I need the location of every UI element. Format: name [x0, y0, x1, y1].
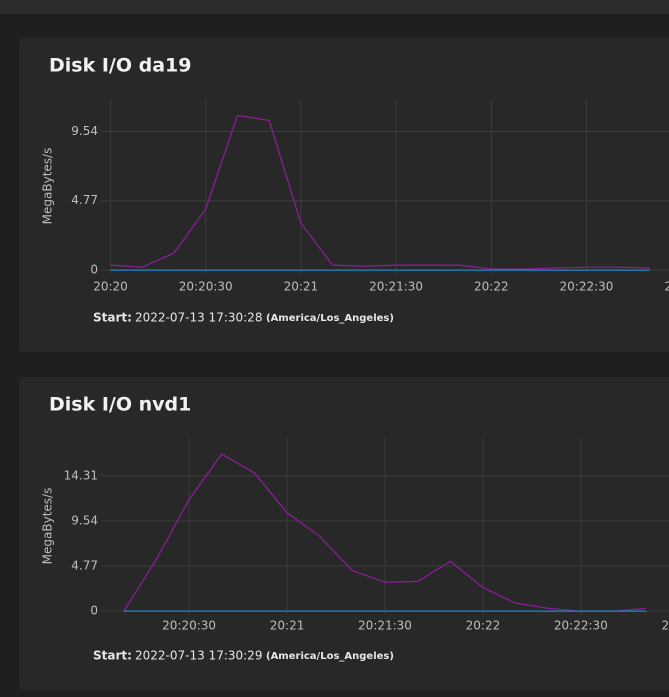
- x-tick-label: 20:21:30: [358, 619, 412, 633]
- y-axis-label: MegaBytes/s: [41, 488, 55, 565]
- y-tick-label: 4.77: [71, 193, 98, 207]
- x-tick-label: 20:20: [93, 280, 128, 294]
- x-tick-label: 20:23: [664, 280, 669, 294]
- x-tick-label: 20:22: [474, 280, 509, 294]
- start-time: 2022-07-13 17:30:29: [135, 649, 262, 663]
- timezone: (America/Los_Angeles): [266, 313, 394, 324]
- data-line: [110, 114, 650, 270]
- start-label: Start:: [93, 649, 132, 663]
- chart-title: Disk I/O nvd1: [49, 394, 191, 416]
- timezone: (America/Los_Angeles): [266, 651, 394, 662]
- x-tick-label: 20:22: [466, 619, 501, 633]
- panel: [19, 38, 669, 352]
- x-tick-label: 20:20:30: [162, 619, 216, 633]
- x-tick-label: 20:23: [661, 619, 669, 633]
- top-bar: [0, 0, 669, 14]
- start-time: 2022-07-13 17:30:28: [135, 311, 262, 325]
- y-tick-label: 9.54: [71, 124, 98, 138]
- panel: [19, 377, 669, 690]
- y-tick-label: 14.31: [64, 468, 98, 482]
- x-tick-label: 20:22:30: [554, 619, 608, 633]
- x-tick-label: 20:21:30: [369, 280, 423, 294]
- y-tick-label: 0: [90, 263, 98, 277]
- y-tick-label: 0: [90, 604, 98, 618]
- x-tick-label: 20:21: [284, 280, 319, 294]
- chart-title: Disk I/O da19: [49, 55, 191, 77]
- x-tick-label: 20:20:30: [179, 280, 233, 294]
- y-tick-label: 9.54: [71, 513, 98, 527]
- data-line: [123, 453, 647, 612]
- x-tick-label: 20:22:30: [560, 280, 614, 294]
- y-axis-label: MegaBytes/s: [41, 148, 55, 225]
- start-label: Start:: [93, 311, 132, 325]
- y-tick-label: 4.77: [71, 559, 98, 573]
- x-tick-label: 20:21: [270, 619, 305, 633]
